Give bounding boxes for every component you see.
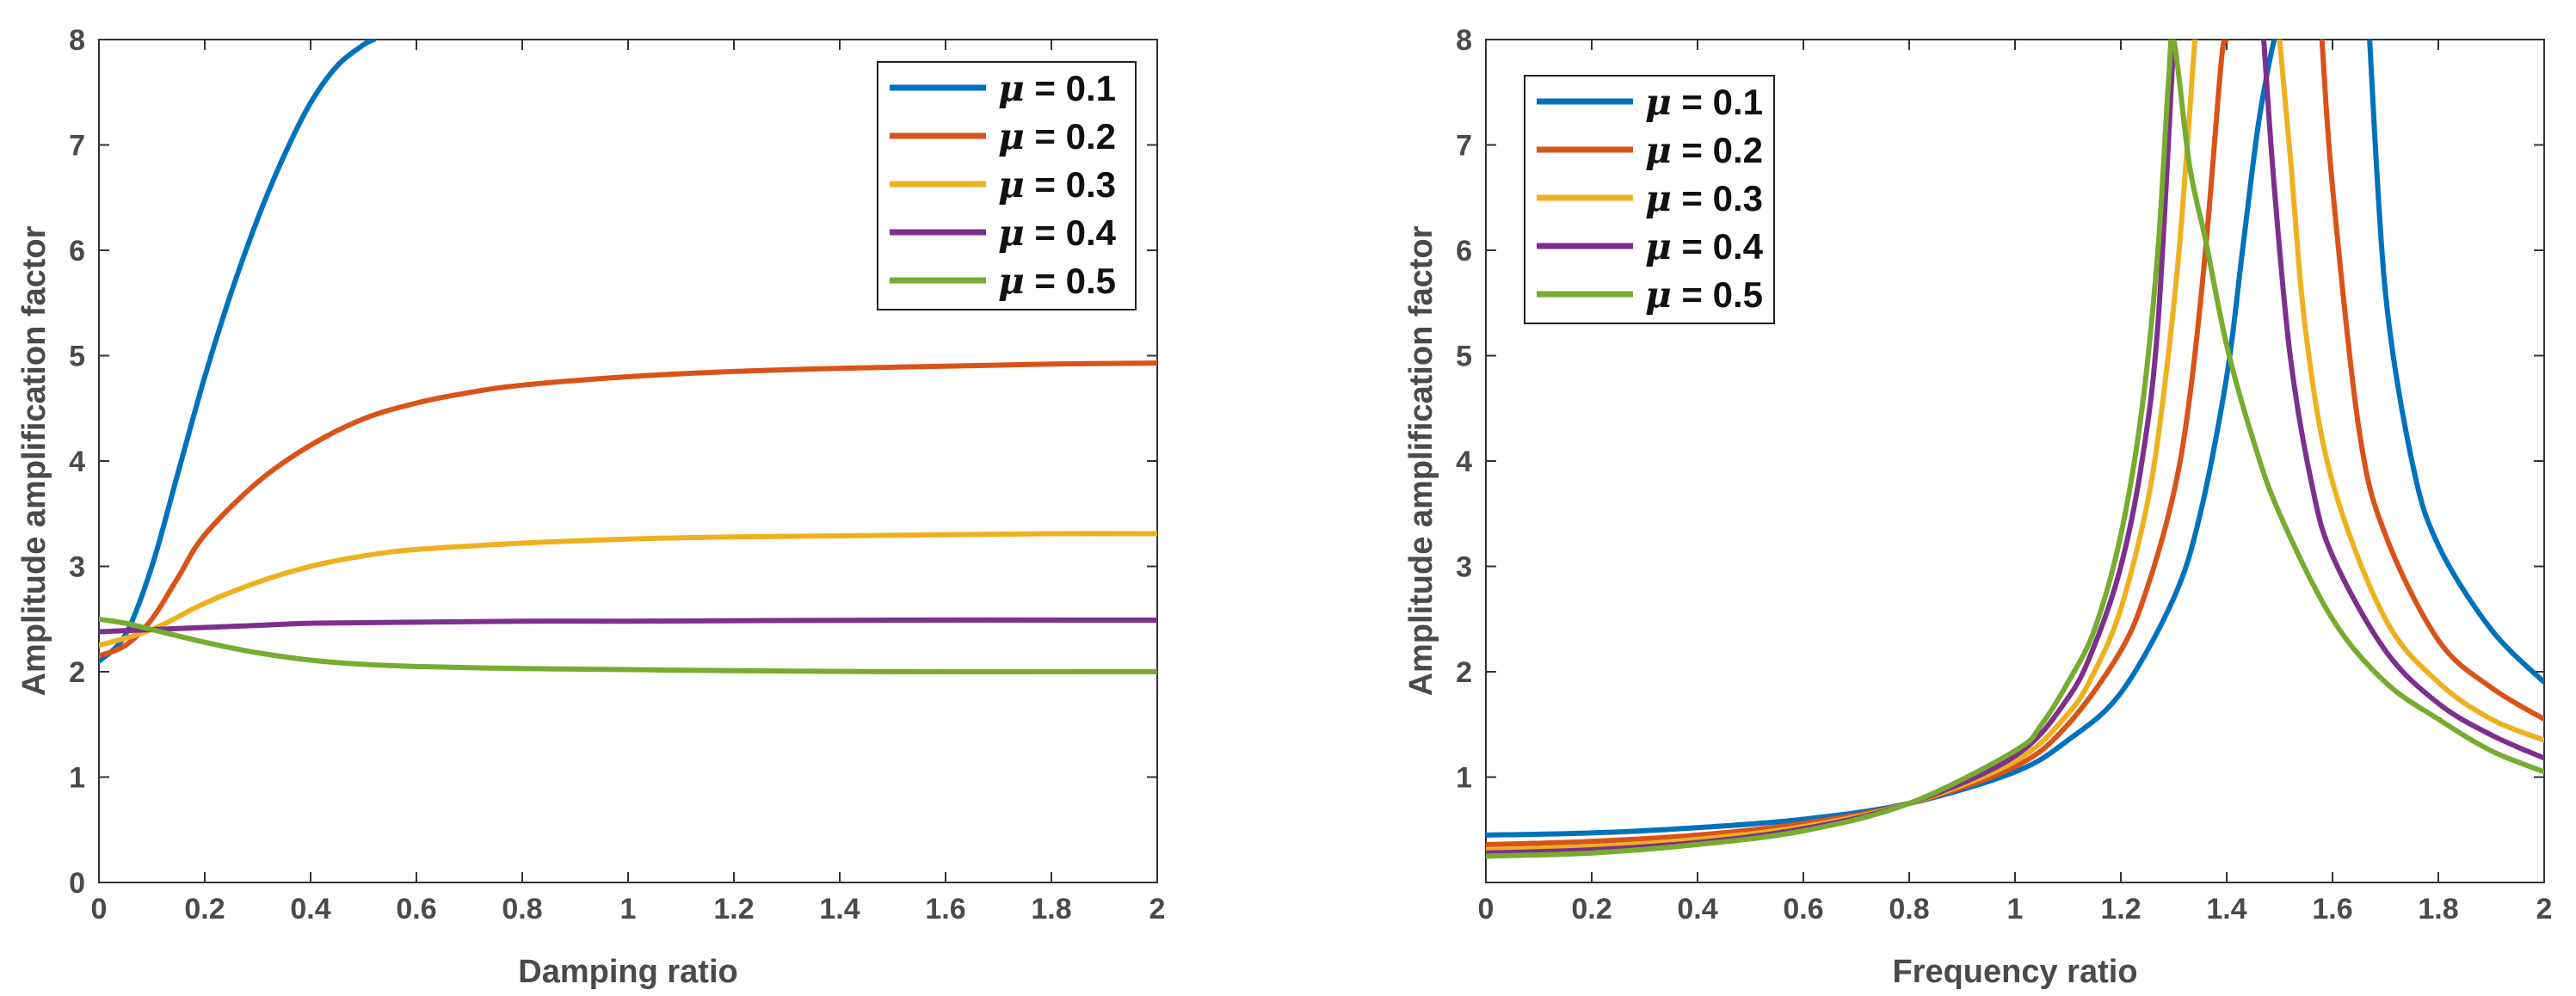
legend-right: μ = 0.1 μ = 0.2 μ = 0.3 μ = 0.4 μ = 0.5 [1524,75,1775,324]
y-tick-label: 8 [69,24,85,57]
y-tick-label: 3 [69,551,85,584]
legend-left: μ = 0.1 μ = 0.2 μ = 0.3 μ = 0.4 μ = 0.5 [877,61,1137,310]
x-axis-label-right: Frequency ratio [1892,954,2137,990]
y-tick-label: 6 [69,235,85,267]
x-tick-label: 1.2 [2100,893,2141,925]
x-tick-label: 0.6 [396,893,436,925]
y-tick-label: 2 [1456,656,1472,689]
x-tick-label: 1 [2007,893,2024,925]
series-line-mu-0.2 [2319,40,2544,722]
legend-label-mu-0.5: μ = 0.5 [1645,274,1763,316]
series-line-mu-0.3 [2277,40,2544,743]
y-tick-label: 3 [1456,551,1472,584]
x-tick-label: 0 [91,893,108,925]
series-lines-right [1486,40,2544,859]
x-tick-label: 0.2 [1571,893,1612,925]
x-tick-label: 2 [1149,893,1166,925]
x-tick-label: 1.2 [713,893,754,925]
x-tick-label: 1.6 [925,893,965,925]
x-tick-label: 0.4 [290,893,330,925]
y-tick-label: 4 [69,446,85,478]
x-tick-label: 1 [620,893,637,925]
y-tick-label: 8 [1456,24,1472,57]
y-tick-label: 7 [69,130,85,163]
x-tick-label: 1.8 [2418,893,2458,925]
y-tick-label: 7 [1456,130,1472,163]
series-line-mu-0.4 [2261,40,2544,761]
series-line-mu-0.2 [99,360,1157,659]
series-line-mu-0.1 [2367,40,2544,686]
damping-ratio-chart: 0 0.2 0.4 0.6 0.8 1 1.2 1.4 1.6 1.8 2 0 1 2 3 4 5 6 7 8 Dam… [16,24,1165,990]
series-line-mu-0.1 [1486,40,2283,838]
series-line-mu-0.5 [99,616,1157,675]
y-tick-label: 0 [69,867,85,900]
legend-label-mu-0.5: μ = 0.5 [998,260,1116,302]
legend-label-mu-0.4: μ = 0.4 [998,212,1117,254]
y-tick-label: 5 [1456,341,1472,373]
frequency-ratio-chart: 0 0.2 0.4 0.6 0.8 1 1.2 1.4 1.6 1.8 2 1 2 3 4 5 6 7 8 Freq… [1403,24,2552,990]
series-line-mu-0.3 [1486,40,2198,852]
x-tick-label: 0.4 [1677,893,1717,925]
series-line-mu-0.4 [99,617,1157,635]
x-tick-label: 0 [1478,893,1494,925]
x-tick-label: 2 [2536,893,2553,925]
x-tick-label: 1.4 [2206,893,2246,925]
legend-label-mu-0.1: μ = 0.1 [998,67,1116,109]
y-tick-label: 1 [1456,762,1472,795]
axis-ticks-right: 0 0.2 0.4 0.6 0.8 1 1.2 1.4 1.6 1.8 2 1 2 3 4 5 6 7 8 [1456,24,2552,925]
series-line-mu-0.2 [1486,40,2229,847]
x-axis-label-left: Damping ratio [518,954,737,990]
series-line-mu-0.5 [1486,40,2544,859]
series-line-mu-0.3 [99,531,1157,649]
y-tick-label: 5 [69,341,85,373]
legend-label-mu-0.2: μ = 0.2 [998,115,1116,157]
x-tick-label: 1.4 [819,893,860,925]
y-axis-label-left: Amplitude amplification factor [16,225,52,696]
x-tick-label: 0.8 [1889,893,1929,925]
y-tick-label: 2 [69,656,85,689]
legend-label-mu-0.3: μ = 0.3 [998,163,1116,206]
x-tick-label: 1.6 [2312,893,2352,925]
legend-label-mu-0.3: μ = 0.3 [1645,177,1763,219]
series-line-mu-0.1 [99,40,377,664]
axis-ticks-left: 0 0.2 0.4 0.6 0.8 1 1.2 1.4 1.6 1.8 2 0 1 2 3 4 5 6 7 8 [69,24,1165,925]
x-tick-label: 0.6 [1783,893,1823,925]
x-tick-label: 1.8 [1031,893,1071,925]
y-axis-label-right: Amplitude amplification factor [1403,225,1439,696]
legend-label-mu-0.4: μ = 0.4 [1645,225,1764,267]
legend-label-mu-0.1: μ = 0.1 [1645,81,1763,123]
y-tick-label: 4 [1456,446,1472,478]
series-lines-left [99,40,1157,675]
x-tick-label: 0.8 [502,893,542,925]
x-tick-label: 0.2 [184,893,225,925]
y-tick-label: 1 [69,762,85,795]
legend-label-mu-0.2: μ = 0.2 [1645,129,1763,171]
y-tick-label: 6 [1456,235,1472,267]
